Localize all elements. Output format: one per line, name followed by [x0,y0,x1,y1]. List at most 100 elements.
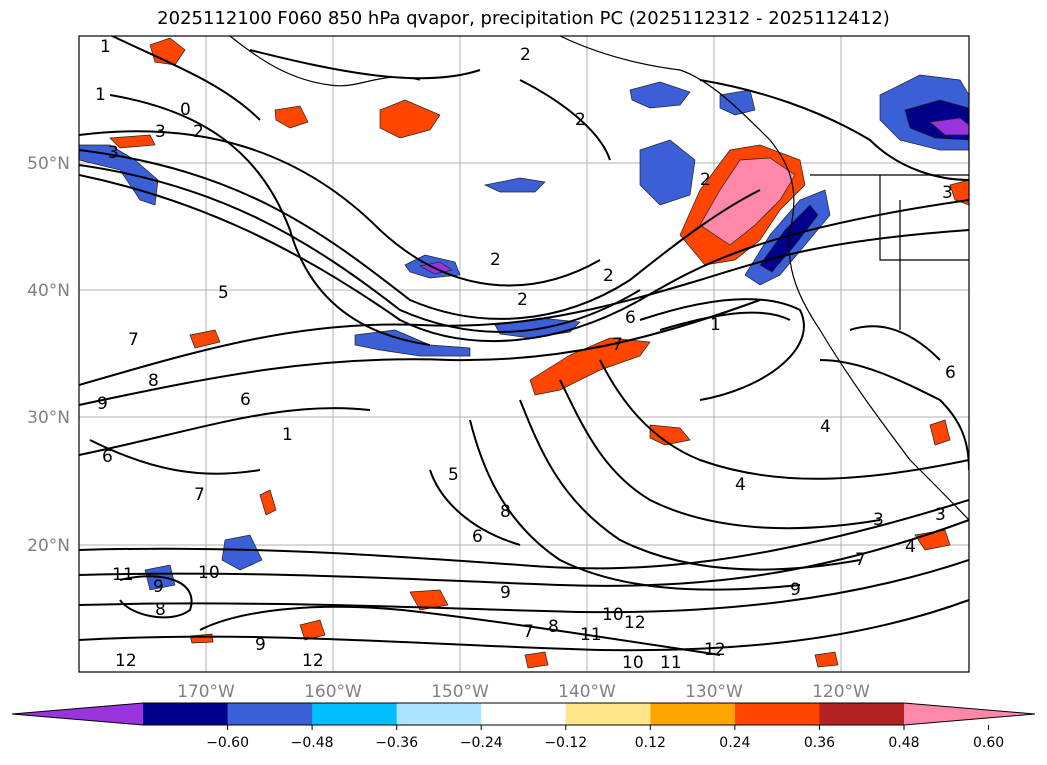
colorbar-tick-label: 0.48 [888,735,919,751]
contour-label: 1 [282,425,293,445]
lon-label: 160°W [304,682,362,702]
contour-label: 3 [873,510,884,530]
contour-label: 12 [704,640,726,660]
contour-label: 2 [517,290,528,310]
lon-label: 140°W [558,682,616,702]
colorbar-tick-label: −0.60 [206,735,249,751]
precip-positive-region [189,633,214,644]
contour-label: 3 [942,183,953,203]
contour-label: 9 [153,577,164,597]
precip-positive-region [379,99,441,139]
colorbar-tick-label: 0.12 [635,735,666,751]
contour-label: 6 [945,363,956,383]
precip-shading [79,37,969,669]
contour-label: 11 [660,653,682,673]
precip-positive-region [409,589,449,611]
contour-label: 2 [700,170,711,190]
precip-positive-region [259,489,277,516]
contour-label: 8 [148,371,159,391]
colorbar-segment [396,703,482,725]
lon-label: 170°W [177,682,235,702]
colorbar-segment [312,703,398,725]
contour-label: 12 [624,613,646,633]
lat-label: 20°N [27,536,70,556]
colorbar-tick-label: 0.60 [973,735,1004,751]
precip-positive-region [109,134,156,149]
contour-label: 8 [548,617,559,637]
precip-positive-region [189,329,221,349]
contour-label: 3 [935,505,946,525]
contour-label: 1 [100,37,111,57]
precip-positive-region [649,424,691,446]
colorbar-extend-low [12,703,143,725]
colorbar-tick-label: −0.36 [375,735,418,751]
contour-label: 7 [128,330,139,350]
contour-label: 7 [855,550,866,570]
contour-label: 1 [710,315,721,335]
contour-label: 5 [218,283,229,303]
map-title: 2025112100 F060 850 hPa qvapor, precipit… [157,8,890,29]
lon-label: 130°W [685,682,743,702]
map-frame [78,35,970,673]
precip-negative-region [639,139,696,206]
colorbar-segment [734,703,820,725]
contour-label: 11 [112,565,134,585]
precip-negative-region [719,89,756,116]
contour-label: 3 [108,143,119,163]
map-plot-area: 1 1 0 3 2 3 2 2 2 2 2 1 2 5 7 8 9 6 6 7 … [79,36,969,673]
contour-label: 0 [180,100,191,120]
longitude-labels: 170°W 160°W 150°W 140°W 130°W 120°W [177,682,870,702]
lon-label: 150°W [431,682,489,702]
colorbar: −0.60 −0.48 −0.36 −0.24 −0.12 0.12 0.24 0.36 0.4… [11,702,1036,751]
colorbar-tick-label: 0.36 [804,735,835,751]
latitude-labels: 50°N 40°N 30°N 20°N [27,154,70,556]
precip-positive-region [929,419,951,446]
colorbar-tick-label: −0.12 [544,735,587,751]
contour-label: 5 [448,465,459,485]
contour-label: 4 [905,537,916,557]
colorbar-tick-label: 0.24 [719,735,750,751]
contour-label: 6 [625,308,636,328]
precip-positive-region [949,179,969,206]
contour-label: 7 [194,485,205,505]
precip-negative-region [221,534,263,571]
colorbar-tick-label: −0.24 [460,735,503,751]
contour-label: 9 [97,394,108,414]
precip-negative-region [629,81,691,109]
contour-label: 9 [500,583,511,603]
precip-positive-region [524,651,549,669]
contour-label: 1 [95,85,106,105]
colorbar-segment [143,703,229,725]
contour-label: 3 [155,122,166,142]
contour-label: 6 [472,527,483,547]
colorbar-tick-label: −0.48 [291,735,334,751]
precip-positive-region [274,105,309,129]
contour-label: 8 [500,502,511,522]
contour-label: 12 [302,651,324,671]
contour-label: 6 [102,447,113,467]
lat-label: 50°N [27,154,70,174]
contour-labels: 1 1 0 3 2 3 2 2 2 2 2 1 2 5 7 8 9 6 6 7 … [95,37,956,673]
precip-negative-region [483,177,546,193]
contour-label: 10 [622,653,644,673]
contour-label: 7 [612,335,623,355]
precip-positive-region [699,157,796,246]
colorbar-extend-high [904,703,1035,725]
contour-label: 4 [820,417,831,437]
contour-label: 2 [490,250,501,270]
contour-label: 10 [602,605,624,625]
contour-label: 10 [198,563,220,583]
lat-label: 30°N [27,408,70,428]
contour-label: 4 [735,475,746,495]
contour-label: 11 [580,625,602,645]
contour-label: 12 [115,651,137,671]
lon-label: 120°W [812,682,870,702]
contour-label: 6 [240,390,251,410]
precip-negative-region [354,329,471,357]
colorbar-segment [481,703,567,725]
qvapor-contours [79,36,969,656]
colorbar-segment [819,703,905,725]
colorbar-segment [650,703,736,725]
lat-label: 40°N [27,281,70,301]
